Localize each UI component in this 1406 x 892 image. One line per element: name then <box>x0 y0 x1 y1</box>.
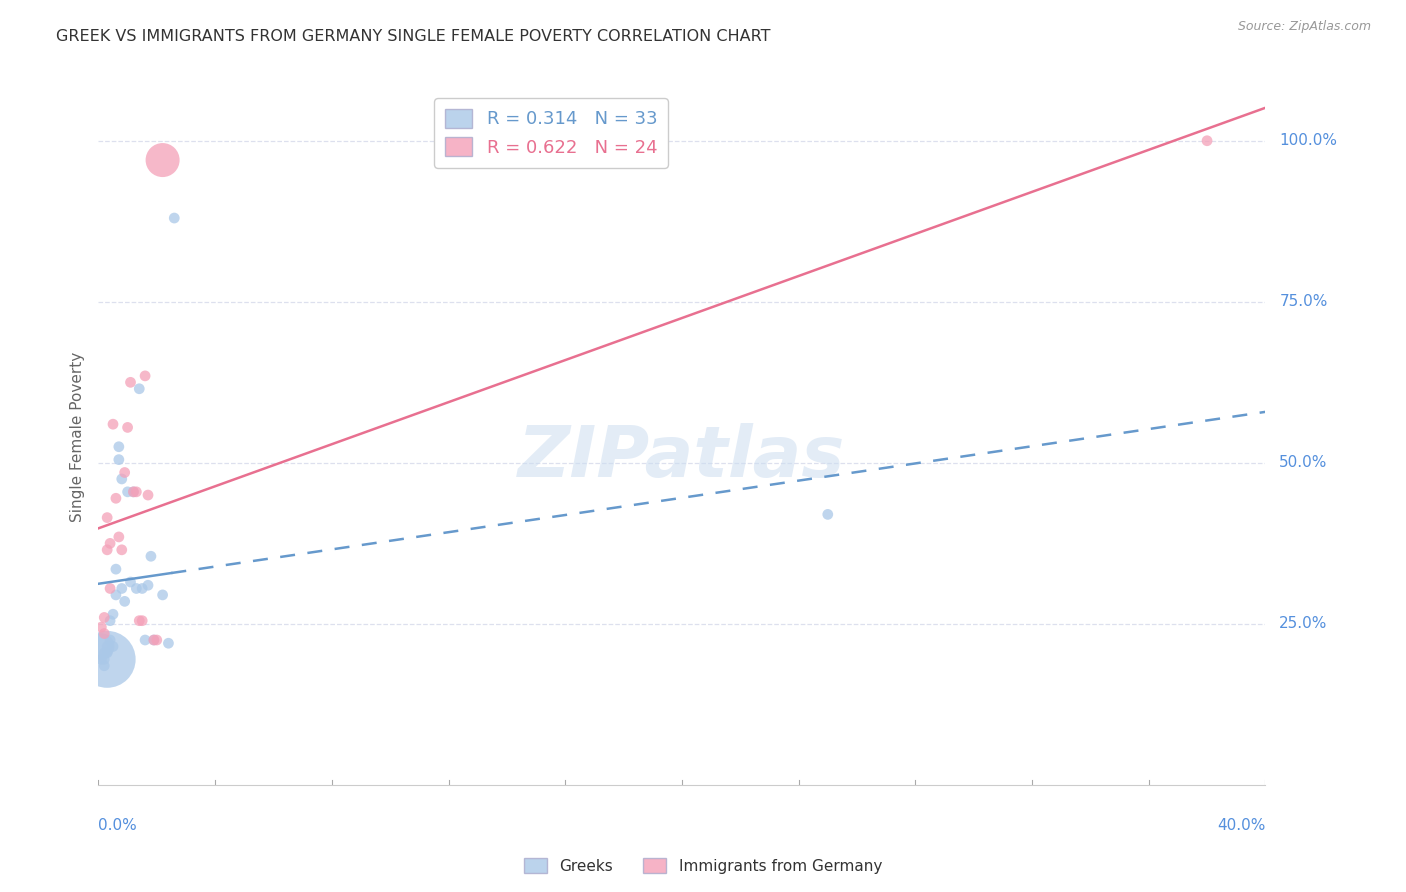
Point <box>114 466 136 480</box>
Point <box>96 652 118 666</box>
Text: 25.0%: 25.0% <box>1279 616 1327 632</box>
Point <box>108 530 131 544</box>
Text: ZIPatlas: ZIPatlas <box>519 424 845 492</box>
Point <box>104 562 127 576</box>
Point <box>114 594 136 608</box>
Text: 0.0%: 0.0% <box>98 818 138 832</box>
Point <box>93 610 115 624</box>
Point <box>101 417 124 432</box>
Point <box>131 582 153 596</box>
Point <box>1195 134 1218 148</box>
Point <box>96 640 118 654</box>
Point <box>134 368 156 383</box>
Point <box>131 614 153 628</box>
Point <box>90 640 112 654</box>
Point <box>93 658 115 673</box>
Point <box>98 582 121 596</box>
Point <box>117 420 139 434</box>
Point <box>98 536 121 550</box>
Point <box>122 484 145 499</box>
Point <box>136 578 159 592</box>
Text: 40.0%: 40.0% <box>1218 818 1265 832</box>
Point <box>136 488 159 502</box>
Point <box>101 607 124 622</box>
Point <box>125 582 148 596</box>
Point <box>104 491 127 506</box>
Point <box>117 484 139 499</box>
Point <box>125 484 148 499</box>
Point <box>96 542 118 557</box>
Point <box>142 633 165 648</box>
Point <box>120 376 142 390</box>
Point <box>142 633 165 648</box>
Point <box>128 614 150 628</box>
Text: Source: ZipAtlas.com: Source: ZipAtlas.com <box>1237 20 1371 33</box>
Point <box>146 633 169 648</box>
Point <box>108 452 131 467</box>
Point <box>93 626 115 640</box>
Point <box>163 211 186 225</box>
Point <box>96 646 118 660</box>
Point <box>120 574 142 589</box>
Point <box>93 646 115 660</box>
Text: 100.0%: 100.0% <box>1279 133 1337 148</box>
Point <box>90 620 112 634</box>
Point <box>98 633 121 648</box>
Point <box>96 510 118 524</box>
Point <box>152 588 174 602</box>
Point <box>111 472 134 486</box>
Point <box>104 588 127 602</box>
Point <box>817 508 839 522</box>
Point <box>128 382 150 396</box>
Legend: Greeks, Immigrants from Germany: Greeks, Immigrants from Germany <box>517 852 889 880</box>
Point <box>90 652 112 666</box>
Point <box>108 440 131 454</box>
Point <box>93 652 115 666</box>
Point <box>98 614 121 628</box>
Point <box>139 549 162 564</box>
Point <box>157 636 180 650</box>
Text: 75.0%: 75.0% <box>1279 294 1327 310</box>
Point <box>111 582 134 596</box>
Y-axis label: Single Female Poverty: Single Female Poverty <box>69 352 84 522</box>
Text: 50.0%: 50.0% <box>1279 455 1327 470</box>
Point <box>134 633 156 648</box>
Text: GREEK VS IMMIGRANTS FROM GERMANY SINGLE FEMALE POVERTY CORRELATION CHART: GREEK VS IMMIGRANTS FROM GERMANY SINGLE … <box>56 29 770 44</box>
Point <box>111 542 134 557</box>
Point <box>101 640 124 654</box>
Legend: R = 0.314   N = 33, R = 0.622   N = 24: R = 0.314 N = 33, R = 0.622 N = 24 <box>434 98 668 168</box>
Point <box>122 484 145 499</box>
Point <box>152 153 174 167</box>
